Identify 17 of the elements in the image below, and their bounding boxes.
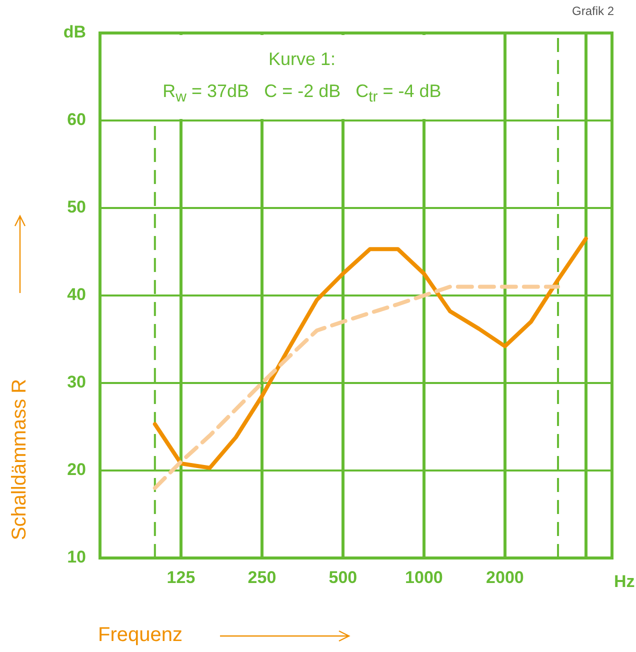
x-axis-title: Frequenz bbox=[98, 624, 182, 647]
y-tick-label: 10 bbox=[67, 548, 86, 567]
text: Grafik 2 bbox=[572, 4, 614, 18]
x-tick-label: 500 bbox=[328, 568, 358, 587]
y-tick-label: 50 bbox=[67, 198, 86, 217]
y-tick-label: 30 bbox=[67, 372, 86, 392]
x-tick-label: 2000 bbox=[486, 568, 524, 587]
x-tick-label: 1000 bbox=[405, 568, 443, 587]
x-tick-label: 250 bbox=[248, 568, 276, 587]
x-tick-label: 125 bbox=[166, 568, 196, 587]
line-series bbox=[152, 284, 560, 490]
text: Hz bbox=[614, 572, 635, 592]
y-tick-label: dB bbox=[63, 22, 86, 42]
y-tick-label: 20 bbox=[67, 460, 86, 480]
y-axis-title: Schalldämmass R bbox=[8, 378, 32, 542]
y-tick-label: 60 bbox=[67, 110, 86, 130]
y-tick-label: 40 bbox=[67, 285, 86, 304]
